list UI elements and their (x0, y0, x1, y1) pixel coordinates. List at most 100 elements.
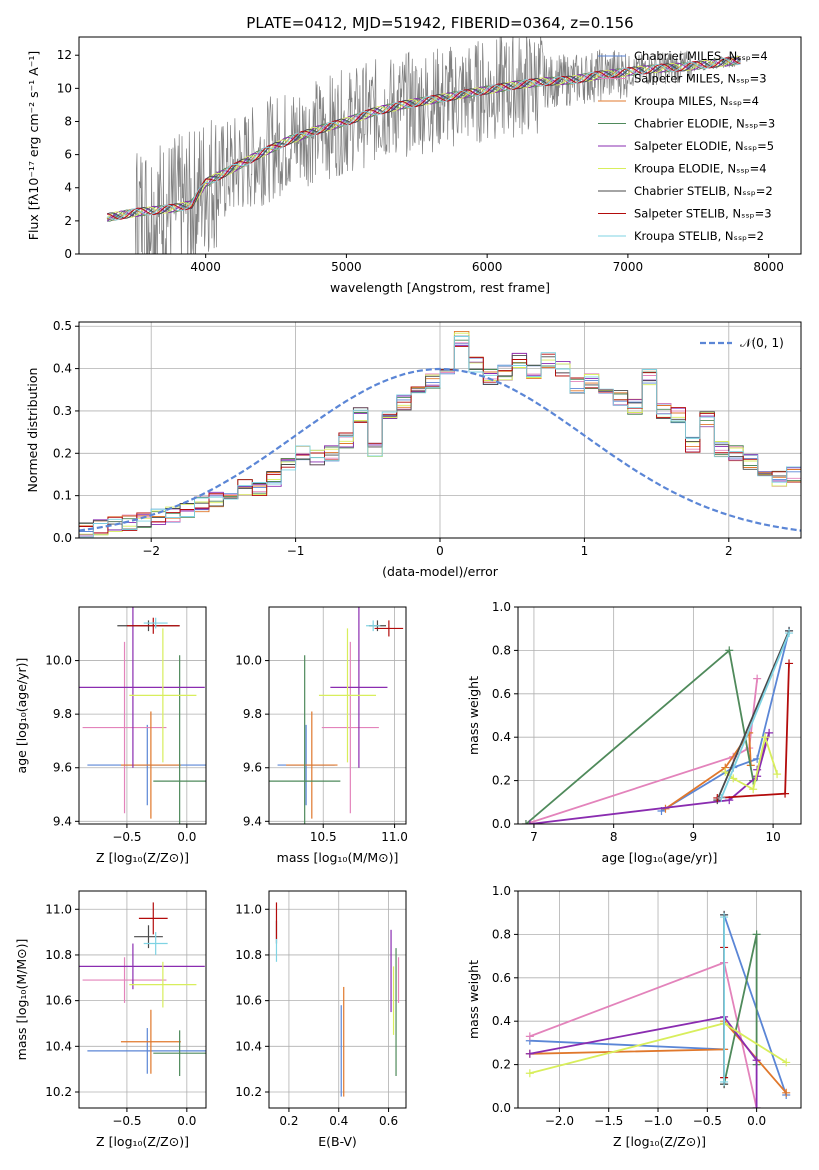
y-tick-label: 0.8 (492, 927, 511, 941)
normal-curve (79, 367, 801, 532)
x-tick-label: −1.5 (594, 1114, 623, 1128)
y-tick-label: 9.4 (53, 814, 72, 828)
histogram-step-8 (79, 336, 801, 538)
legend-label: Salpeter ELODIE, Nₛₛₚ=5 (634, 139, 774, 153)
panel-residuals: 𝒩(0, 1) −2 −1 0 1 2 0.0 0.1 0.2 0.3 0.4 0.5 (data-mo… (25, 319, 802, 579)
weight-marker-4 (525, 1049, 534, 1058)
y-tick-label: 10.2 (45, 1085, 72, 1099)
x-tick-label: 0.0 (747, 1114, 766, 1128)
axes-frame (78, 36, 802, 255)
weight-marker-5 (749, 785, 758, 794)
axes-frame (517, 890, 802, 1109)
weight-marker-8 (720, 1077, 729, 1086)
weight-marker-4 (525, 820, 534, 824)
weight-marker-3 (521, 820, 530, 824)
x-tick-label: 9 (690, 830, 698, 844)
x-tick-label: 2 (725, 544, 733, 558)
x-tick-label: 11.0 (381, 830, 408, 844)
panel-weight-vs-Z: −2.0 −1.5 −1.0 −0.5 0.0 0.0 0.2 0.4 0.6 0.8 1.0 Z [… (466, 884, 802, 1149)
y-tick-label: 2 (64, 214, 72, 228)
weight-marker-5 (525, 1069, 534, 1078)
y-axis-label: mass weight (466, 676, 481, 755)
y-tick-label: 0.0 (53, 531, 72, 545)
x-axis-label: Z [log₁₀(Z/Z⊙)] (96, 850, 189, 865)
y-tick-label: 1.0 (492, 600, 511, 614)
y-tick-label: 11.0 (235, 902, 262, 916)
y-tick-label: 0.6 (492, 687, 511, 701)
y-tick-label: 0.2 (492, 774, 511, 788)
weight-marker-2 (782, 1088, 791, 1097)
x-tick-label: 8 (610, 830, 618, 844)
weight-line-0 (661, 630, 790, 812)
x-tick-label: −1 (287, 544, 305, 558)
legend-label: Kroupa MILES, Nₛₛₚ=4 (634, 94, 759, 108)
legend-label: Kroupa ELODIE, Nₛₛₚ=4 (634, 162, 767, 176)
x-axis-label: Z [log₁₀(Z/Z⊙)] (96, 1134, 189, 1149)
weight-marker-4 (752, 1104, 761, 1108)
x-axis-label: wavelength [Angstrom, rest frame] (330, 280, 550, 295)
weight-line-1 (529, 961, 758, 1108)
weight-line-1 (525, 678, 759, 824)
y-tick-label: 0.0 (492, 817, 511, 831)
histogram-step-6 (79, 335, 801, 530)
y-tick-label: 9.6 (243, 761, 262, 775)
y-tick-label: 9.4 (243, 814, 262, 828)
x-tick-label: 0.6 (379, 1114, 398, 1128)
plot-area (525, 910, 791, 1108)
x-tick-label: 0.4 (329, 1114, 348, 1128)
panel-mass-vs-Z: −0.5 0.0 10.2 10.4 10.6 10.8 11.0 Z [log₁₀(Z/Z⊙… (14, 890, 207, 1149)
weight-marker-3 (752, 930, 761, 939)
panel-age-vs-mass: 10.5 11.0 9.4 9.6 9.8 10.0 mass [log₁₀(M/M⊙)] (235, 606, 408, 865)
histogram-step-7 (79, 346, 801, 534)
x-tick-label: 6000 (472, 260, 503, 274)
x-tick-label: 0.0 (177, 1114, 196, 1128)
x-tick-label: 8000 (753, 260, 784, 274)
y-axis-label: age [log₁₀(age/yr)] (14, 658, 29, 774)
y-axis-label: Flux [fλ10⁻¹⁷ erg cm⁻² s⁻¹ A⁻¹] (26, 51, 41, 240)
plot-area (521, 626, 794, 824)
y-tick-label: 0.5 (53, 319, 72, 333)
y-tick-label: 4 (64, 181, 72, 195)
model-line-7 (106, 57, 741, 220)
weight-marker-5 (721, 767, 730, 776)
y-tick-label: 1.0 (492, 884, 511, 898)
x-tick-label: 10.5 (310, 830, 337, 844)
x-tick-label: −0.5 (693, 1114, 722, 1128)
y-tick-label: 0.8 (492, 643, 511, 657)
weight-marker-5 (782, 1058, 791, 1067)
y-tick-label: 8 (64, 114, 72, 128)
panel-spectrum: Chabrier MILES, Nₛₛₚ=4 Salpeter MILES, Nₛ… (26, 14, 802, 295)
legend-label: Salpeter MILES, Nₛₛₚ=3 (634, 72, 767, 86)
y-tick-label: 10.2 (235, 1085, 262, 1099)
y-tick-label: 11.0 (45, 902, 72, 916)
x-tick-label: −0.5 (112, 830, 141, 844)
weight-line-6 (716, 630, 790, 801)
legend-label: 𝒩(0, 1) (740, 336, 784, 350)
weight-marker-5 (729, 774, 738, 783)
plot-area (79, 330, 801, 538)
x-tick-label: −2 (142, 544, 160, 558)
y-tick-label: 6 (64, 148, 72, 162)
y-tick-label: 10.0 (45, 654, 72, 668)
axes-frame (78, 606, 207, 825)
y-tick-label: 0.4 (492, 1014, 511, 1028)
y-tick-label: 10.8 (235, 948, 262, 962)
legend-label: Salpeter STELIB, Nₛₛₚ=3 (634, 207, 772, 221)
weight-marker-4 (752, 1056, 761, 1065)
legend: Chabrier MILES, Nₛₛₚ=4 Salpeter MILES, Nₛ… (598, 49, 775, 243)
axes-frame (78, 890, 207, 1109)
x-tick-label: 4000 (190, 260, 221, 274)
y-tick-label: 10.6 (45, 994, 72, 1008)
weight-marker-8 (785, 629, 794, 638)
weight-line-2 (664, 730, 752, 810)
axes-frame (517, 606, 802, 825)
plot-area (275, 902, 400, 1097)
chart-title: PLATE=0412, MJD=51942, FIBERID=0364, z=0… (246, 14, 633, 32)
weight-marker-8 (717, 793, 726, 802)
x-tick-label: 0.0 (177, 830, 196, 844)
y-tick-label: 0.0 (492, 1101, 511, 1115)
y-axis-label: Normed distribution (25, 368, 40, 493)
x-axis-label: Z [log₁₀(Z/Z⊙)] (613, 1134, 706, 1149)
weight-marker-3 (725, 646, 734, 655)
